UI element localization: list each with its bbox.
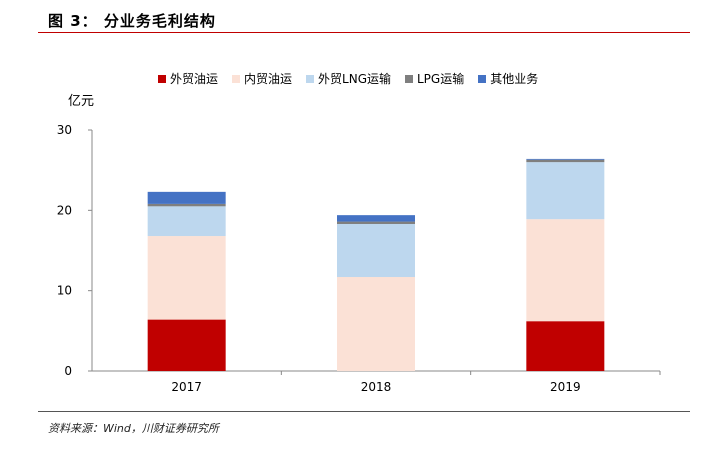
y-tick-label: 10: [57, 284, 72, 298]
bar-segment: [526, 162, 605, 220]
y-tick-label: 20: [57, 203, 72, 217]
bar-segment: [147, 203, 226, 207]
bar-segment: [147, 191, 226, 204]
y-tick-label: 30: [57, 123, 72, 137]
y-axis-unit-label: 亿元: [68, 94, 95, 109]
bar-segment: [526, 321, 605, 371]
legend-label: 外贸油运: [170, 72, 219, 86]
legend-label: 内贸油运: [244, 72, 293, 86]
chart-legend: 外贸油运 内贸油运 外贸LNG运输 LPG运输 其他业务: [158, 70, 538, 87]
legend-swatch: [232, 74, 241, 83]
legend-item: LPG运输: [405, 70, 464, 87]
legend-swatch: [405, 74, 413, 83]
bar-segment: [337, 277, 415, 371]
legend-swatch: [478, 74, 487, 83]
bar-segment: [526, 158, 605, 160]
legend-label: LPG运输: [417, 72, 465, 86]
title-bar: 图 3： 分业务毛利结构: [38, 8, 690, 33]
legend-item: 外贸LNG运输: [306, 70, 391, 87]
legend-item: 其他业务: [478, 70, 538, 87]
bar-segment: [337, 223, 415, 278]
bar-segment: [147, 206, 226, 237]
legend-label: 外贸LNG运输: [318, 72, 391, 86]
legend-item: 内贸油运: [232, 70, 292, 87]
source-note: 资料来源：Wind，川财证券研究所: [48, 422, 219, 435]
bar-segment: [337, 221, 415, 224]
legend-swatch: [158, 74, 166, 83]
figure-title: 图 3： 分业务毛利结构: [48, 12, 216, 30]
x-tick-label: 2019: [550, 380, 581, 394]
x-tick-label: 2017: [171, 380, 202, 394]
legend-item: 外贸油运: [158, 70, 218, 87]
footer-divider: [38, 411, 690, 412]
bar-segment: [147, 236, 226, 320]
bar-segment: [147, 319, 226, 371]
legend-swatch: [306, 74, 315, 83]
x-tick-label: 2018: [361, 380, 392, 394]
bar-segment: [526, 159, 605, 163]
legend-label: 其他业务: [490, 72, 539, 86]
bar-segment: [526, 219, 605, 322]
y-tick-label: 0: [64, 364, 72, 378]
bar-segment: [337, 215, 415, 222]
